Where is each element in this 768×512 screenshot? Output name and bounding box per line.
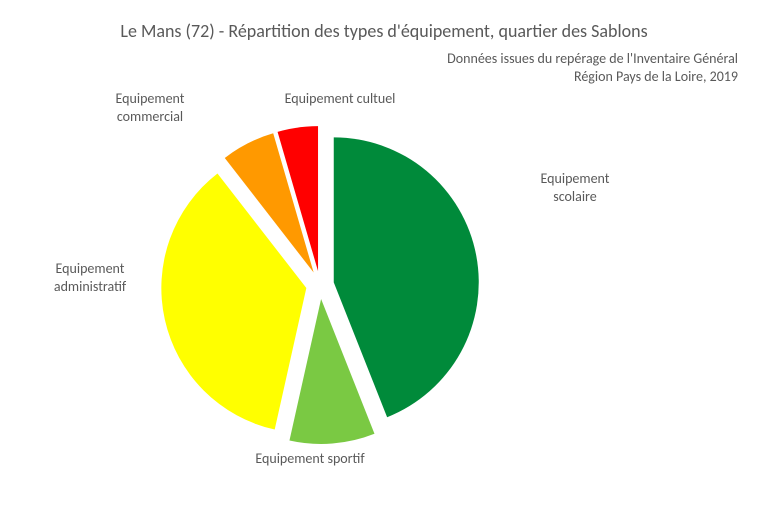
slice-label: Equipementadministratif [25, 260, 155, 295]
pie-chart [0, 0, 768, 512]
slice-label: Equipement cultuel [240, 90, 440, 108]
pie-slice [334, 137, 479, 417]
slice-label: Equipementcommercial [85, 90, 215, 125]
slice-label: Equipementscolaire [515, 170, 635, 205]
slice-label: Equipement sportif [200, 450, 420, 468]
